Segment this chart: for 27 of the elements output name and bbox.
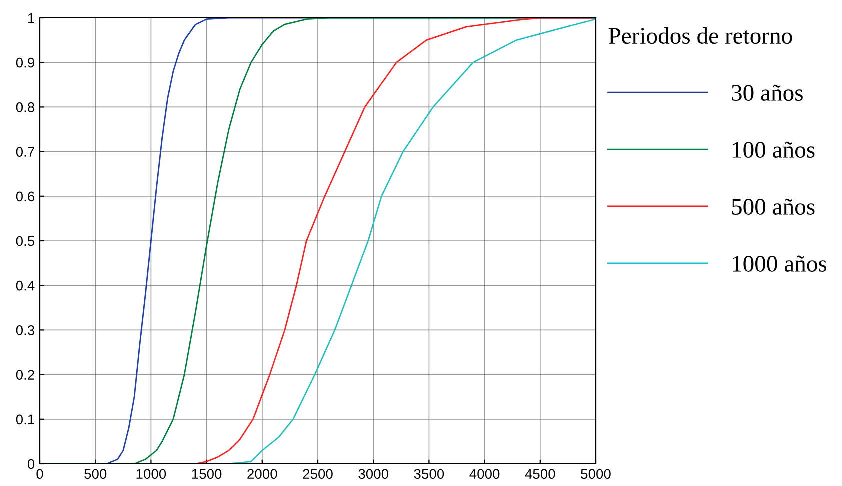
y-tick-label: 0.7: [16, 147, 34, 157]
y-tick-label: 0.6: [16, 192, 35, 202]
legend-label: 30 años: [732, 84, 803, 102]
x-tick-label: 4500: [525, 469, 556, 480]
legend-title: Periodos de retorno: [608, 27, 792, 44]
x-tick-label: 0: [36, 469, 44, 480]
x-tick-label: 500: [84, 469, 107, 480]
y-tick-label: 0.1: [16, 414, 34, 425]
x-tick-label: 2500: [303, 469, 333, 480]
legend-label: 1000 años: [733, 256, 827, 272]
x-tick-label: 4000: [470, 469, 500, 480]
legend-label: 500 años: [732, 198, 815, 215]
x-tick-label: 1500: [192, 469, 222, 480]
legend-label: 100 años: [733, 142, 815, 158]
x-tick-label: 3000: [358, 469, 389, 480]
x-tick-label: 3500: [414, 469, 444, 480]
x-tick-label: 1000: [136, 469, 166, 480]
y-tick-label: 0.8: [16, 102, 35, 112]
y-tick-label: 0.9: [16, 58, 34, 68]
y-tick-label: 0.4: [16, 280, 35, 291]
y-tick-label: 0: [28, 459, 35, 470]
y-tick-label: 0.5: [16, 236, 35, 246]
y-tick-label: 0.2: [16, 370, 34, 380]
y-tick-label: 0.3: [16, 326, 35, 336]
x-tick-label: 2000: [248, 469, 278, 480]
y-tick-label: 1: [28, 13, 34, 24]
x-tick-label: 5000: [581, 469, 611, 480]
